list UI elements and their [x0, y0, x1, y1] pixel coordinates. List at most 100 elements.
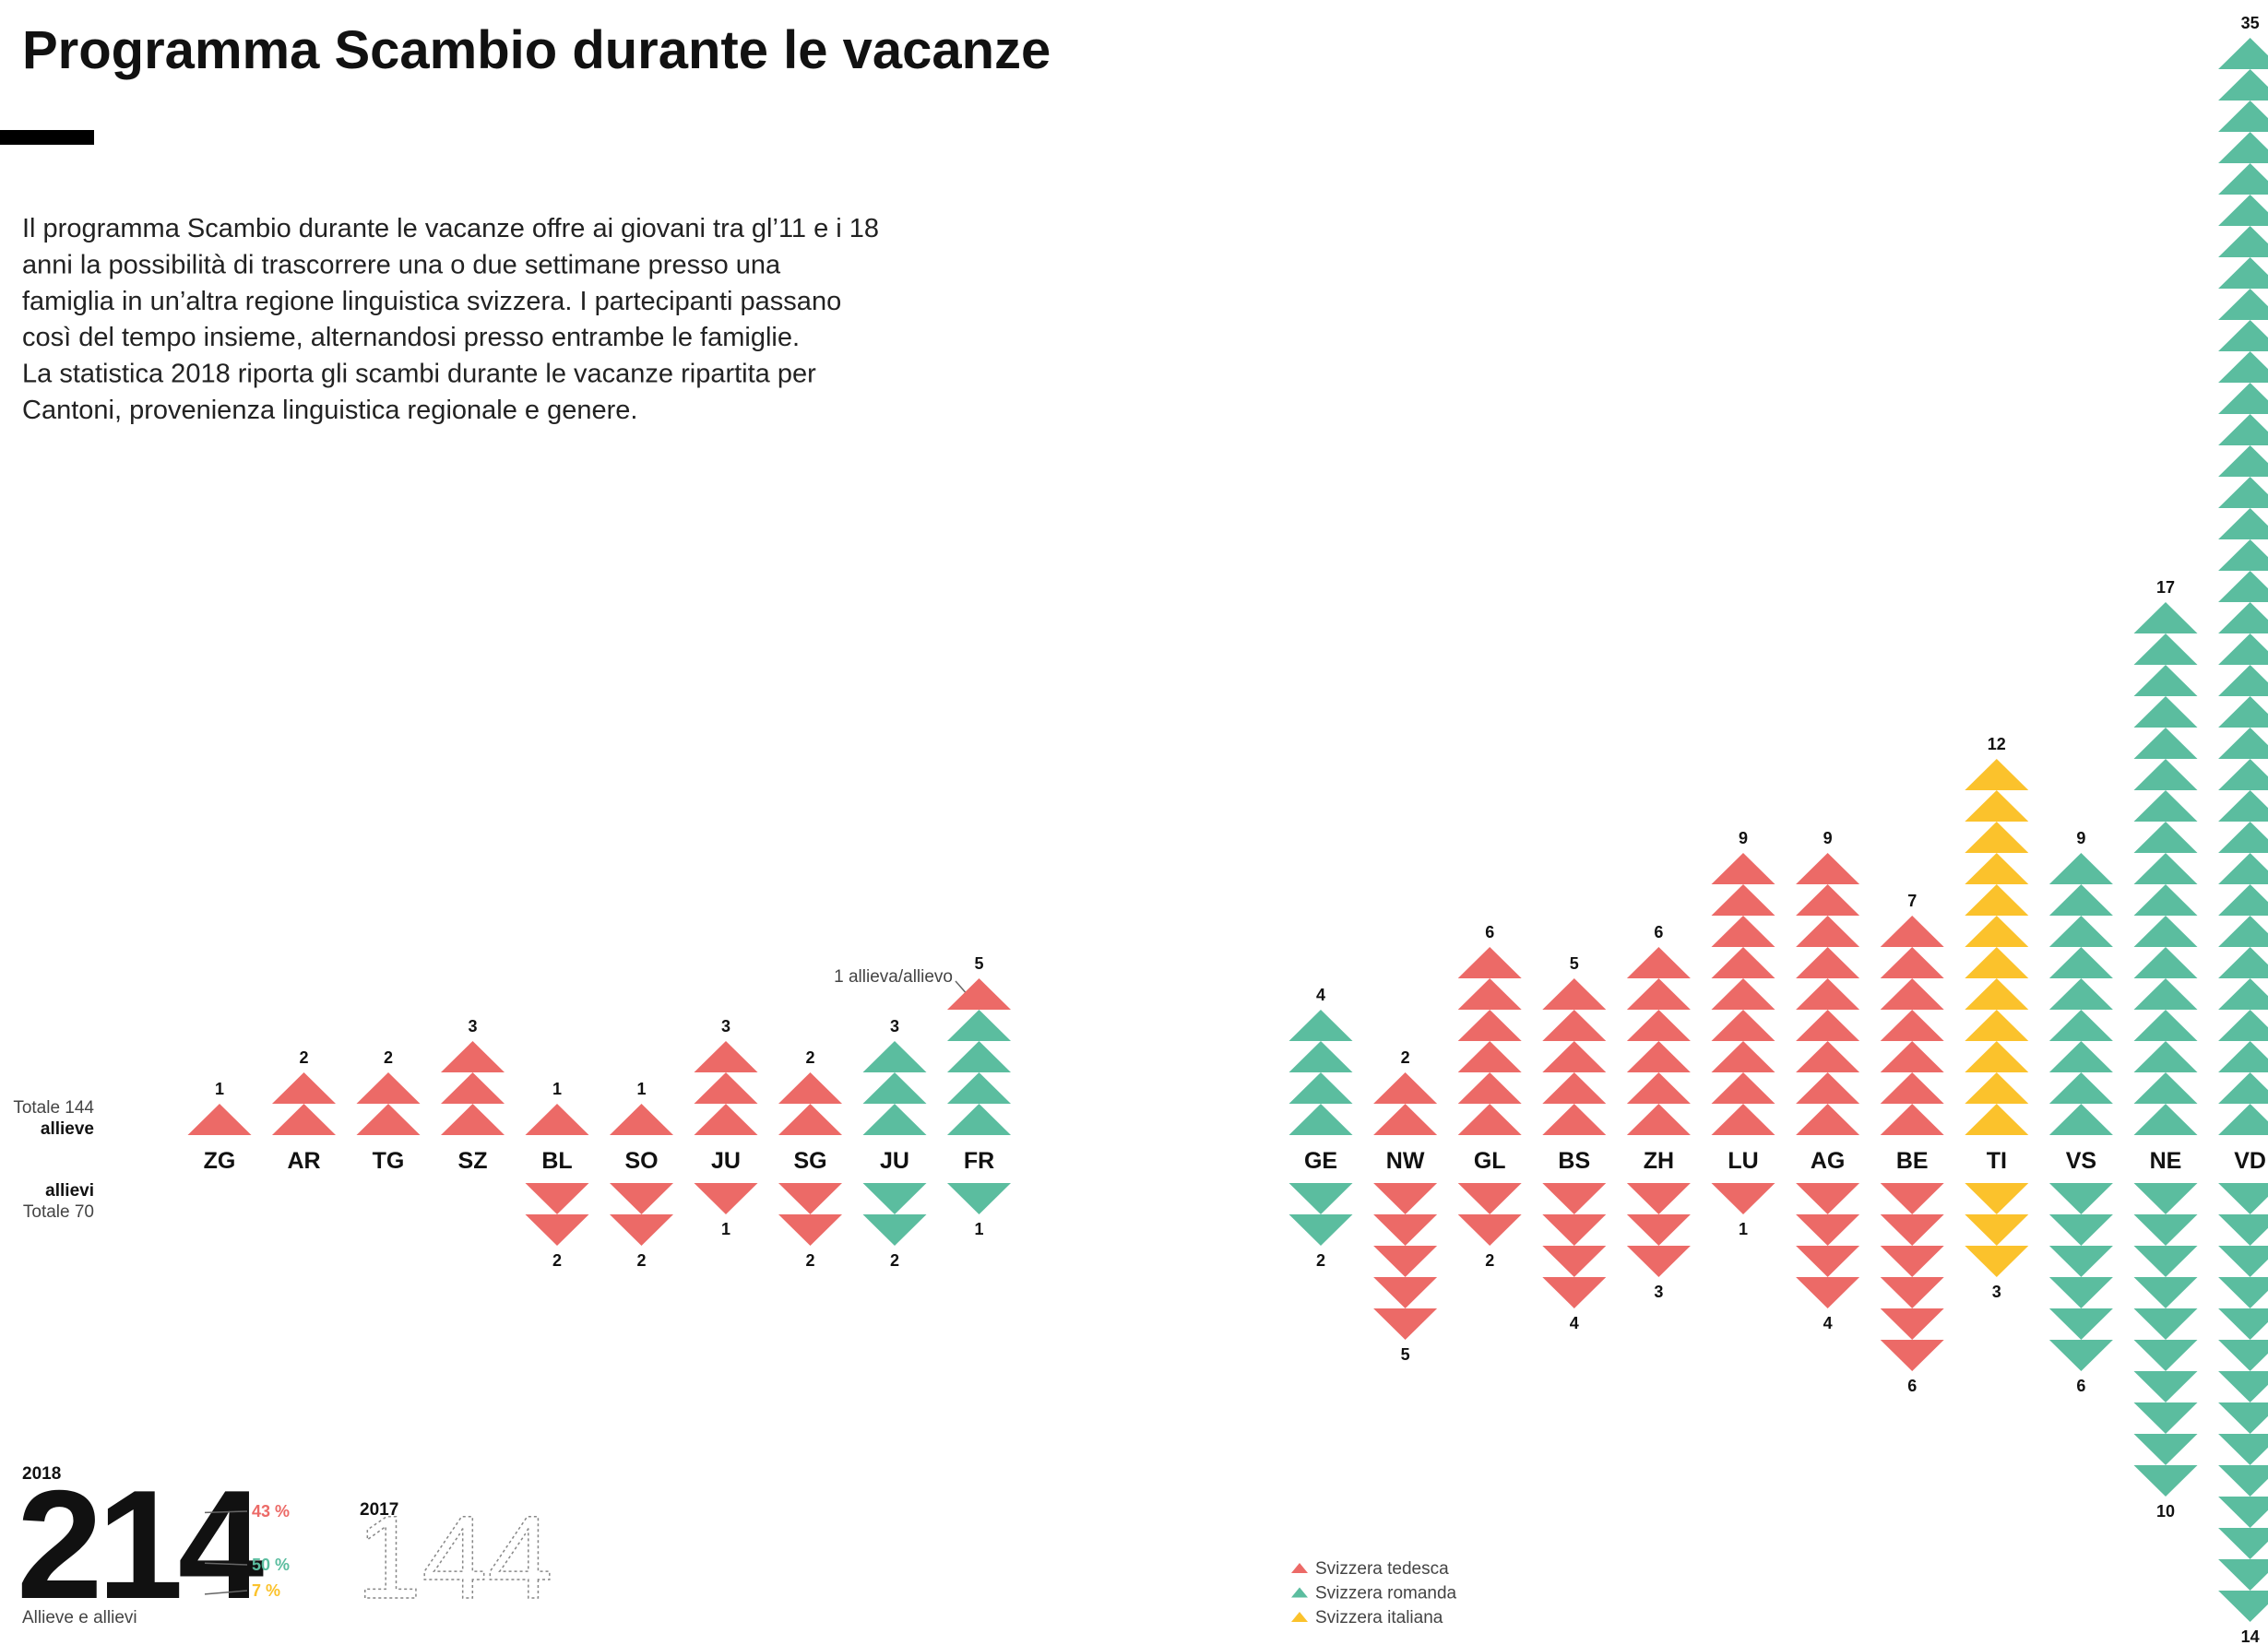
triangle-down [1542, 1214, 1607, 1246]
triangle-up [1880, 1010, 1944, 1041]
male-segment [1796, 1183, 1860, 1308]
triangle-down [1542, 1277, 1607, 1308]
triangle-down [1880, 1183, 1944, 1214]
category-label: NE [2150, 1148, 2182, 1174]
triangle-up [2218, 947, 2268, 978]
triangle-down [1965, 1246, 2029, 1277]
triangle-up [1880, 947, 1944, 978]
triangle-up [2133, 633, 2198, 665]
triangle-up [1626, 1041, 1691, 1072]
female-count: 9 [1739, 829, 1748, 847]
category-label: BE [1896, 1148, 1929, 1174]
triangle-up [2218, 1104, 2268, 1135]
female-count: 35 [2241, 14, 2260, 32]
male-count: 3 [1654, 1283, 1663, 1301]
triangle-down [2133, 1246, 2198, 1277]
triangle-up [1880, 1104, 1944, 1135]
category-label: GL [1474, 1148, 1506, 1174]
triangle-down [2218, 1308, 2268, 1340]
triangle-up [947, 1041, 1011, 1072]
triangle-up [1965, 853, 2029, 884]
triangle-down [2218, 1214, 2268, 1246]
triangle-up [2218, 320, 2268, 351]
triangle-down [1288, 1214, 1353, 1246]
legend-label: Svizzera romanda [1315, 1584, 1457, 1604]
triangle-down [1373, 1308, 1438, 1340]
triangle-down [1373, 1246, 1438, 1277]
male-segment [2133, 1183, 2198, 1497]
triangle-up [1542, 978, 1607, 1010]
category-label: NW [1386, 1148, 1425, 1174]
category-label: AG [1811, 1148, 1846, 1174]
male-segment [1626, 1183, 1691, 1277]
triangle-down [1796, 1214, 1860, 1246]
triangle-up [2048, 853, 2113, 884]
description-line: anni la possibilità di trascorrere una o… [22, 250, 781, 279]
triangle-up [2218, 633, 2268, 665]
triangle-up [1965, 916, 2029, 947]
triangle-down [1373, 1214, 1438, 1246]
male-segment [1880, 1183, 1944, 1371]
title-rule [0, 130, 94, 145]
male-count: 1 [974, 1220, 983, 1238]
triangle-up [1880, 978, 1944, 1010]
triangle-up [1796, 1041, 1860, 1072]
triangle-down [2048, 1308, 2113, 1340]
triangle-up [2218, 1041, 2268, 1072]
triangle-up [2133, 884, 2198, 916]
triangle-up [1711, 853, 1775, 884]
female-segment [1457, 947, 1522, 1135]
triangle-up [1711, 947, 1775, 978]
triangle-up [2218, 38, 2268, 69]
triangle-down [2218, 1497, 2268, 1528]
share-label: 7 % [252, 1581, 280, 1600]
triangle-up [2048, 1104, 2113, 1135]
female-count: 1 [636, 1080, 646, 1098]
triangle-up [1965, 759, 2029, 790]
triangle-up [2048, 1072, 2113, 1104]
triangle-up [1711, 1010, 1775, 1041]
triangle-up [1796, 1104, 1860, 1135]
triangle-down [1626, 1183, 1691, 1214]
triangle-up [1711, 916, 1775, 947]
triangle-up [947, 978, 1011, 1010]
triangle-down [2048, 1246, 2113, 1277]
triangle-up [1288, 1072, 1353, 1104]
triangle-up [2218, 1072, 2268, 1104]
triangle-up [1457, 1072, 1522, 1104]
triangle-up [1457, 1010, 1522, 1041]
category-label: SG [793, 1148, 826, 1174]
triangle-up [2133, 947, 2198, 978]
female-count: 3 [468, 1017, 477, 1036]
female-segment [1796, 853, 1860, 1135]
male-segment [610, 1183, 673, 1246]
triangle-down [1626, 1246, 1691, 1277]
female-segment [947, 1010, 1011, 1135]
triangle-up [862, 1104, 927, 1135]
triangle-up [2218, 665, 2268, 696]
triangle-down [2048, 1277, 2113, 1308]
triangle-up [2048, 916, 2113, 947]
triangle-up [2133, 602, 2198, 633]
male-segment [1457, 1183, 1522, 1246]
triangle-down [1457, 1183, 1522, 1214]
triangle-down [1626, 1214, 1691, 1246]
triangle-up [1542, 1104, 1607, 1135]
triangle-down [2133, 1340, 2198, 1371]
triangle-down [862, 1214, 927, 1246]
triangle-down [1965, 1183, 2029, 1214]
male-count: 2 [1485, 1251, 1494, 1270]
triangle-up [2218, 69, 2268, 101]
female-segment [1542, 978, 1607, 1135]
triangle-down [2218, 1402, 2268, 1434]
triangle-down [2133, 1402, 2198, 1434]
triangle-up [2133, 916, 2198, 947]
triangle-up [2048, 1010, 2113, 1041]
triangle-down [1796, 1246, 1860, 1277]
male-segment [1373, 1183, 1438, 1340]
triangle-up [778, 1072, 842, 1104]
triangle-up [2218, 978, 2268, 1010]
triangle-down [1373, 1277, 1438, 1308]
triangle-up [1626, 1104, 1691, 1135]
triangle-up [1288, 1041, 1353, 1072]
